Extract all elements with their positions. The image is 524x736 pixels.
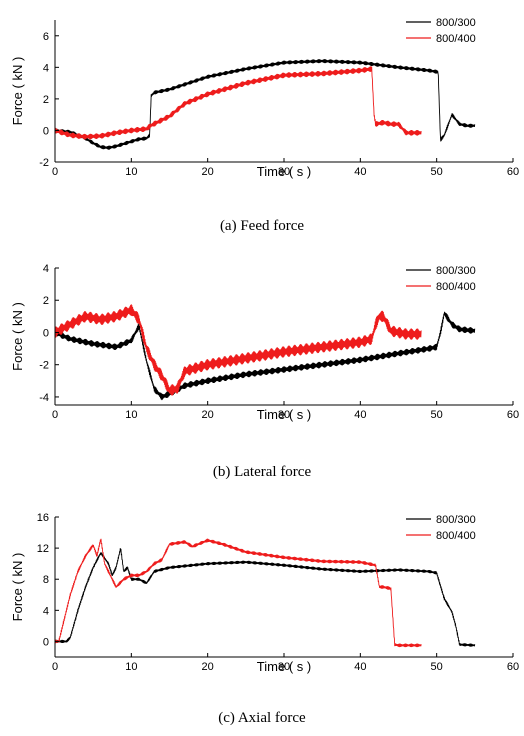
x-axis-label: Time ( s ) <box>257 407 311 422</box>
y-tick-label: 4 <box>43 62 49 74</box>
series-line-800-300 <box>55 548 476 647</box>
x-tick-label: 10 <box>125 409 137 421</box>
legend: 800/300 800/400 <box>406 514 476 542</box>
legend-label: 800/300 <box>436 17 476 29</box>
y-tick-label: -2 <box>39 157 49 169</box>
x-tick-label: 0 <box>52 166 58 178</box>
legend-label: 800/400 <box>436 33 476 45</box>
x-tick-label: 50 <box>431 166 443 178</box>
y-axis-label: Force ( kN ) <box>10 553 25 622</box>
x-tick-label: 20 <box>202 661 214 673</box>
series-group <box>55 59 476 150</box>
figure-caption: (b) Lateral force <box>213 464 312 480</box>
y-tick-label: -4 <box>39 392 49 404</box>
legend-label: 800/300 <box>436 265 476 277</box>
legend-label: 800/300 <box>436 514 476 526</box>
figure-caption: (c) Axial force <box>218 710 306 726</box>
y-tick-label: 2 <box>43 94 49 106</box>
chart-panel-3: 0 10 20 30 40 50 60 0 4 8 12 16 Time ( s ) Force ( kN… <box>10 512 519 726</box>
series-line-800-400 <box>55 304 422 396</box>
x-tick-label: 60 <box>507 166 519 178</box>
series-group <box>55 304 476 401</box>
legend-label: 800/400 <box>436 281 476 293</box>
x-tick-label: 20 <box>202 166 214 178</box>
x-tick-label: 50 <box>431 661 443 673</box>
y-tick-label: 0 <box>43 636 49 648</box>
chart-panel-2: 0 10 20 30 40 50 60 -4 -2 0 2 4 Time ( s ) Force ( kN… <box>10 263 519 480</box>
x-axis-label: Time ( s ) <box>257 164 311 179</box>
y-axis-label: Force ( kN ) <box>10 302 25 371</box>
legend: 800/300 800/400 <box>406 265 476 293</box>
y-tick-label: -2 <box>39 360 49 372</box>
series-line-800-300 <box>55 59 476 150</box>
y-tick-label: 0 <box>43 327 49 339</box>
y-tick-label: 8 <box>43 574 49 586</box>
legend-label: 800/400 <box>436 530 476 542</box>
y-tick-label: 4 <box>43 263 49 275</box>
y-axis-label: Force ( kN ) <box>10 57 25 126</box>
series-line-800-400 <box>55 66 422 140</box>
x-tick-label: 30 <box>278 166 290 178</box>
figure-caption: (a) Feed force <box>220 218 304 234</box>
x-tick-label: 0 <box>52 661 58 673</box>
y-tick-label: 2 <box>43 295 49 307</box>
y-tick-label: 4 <box>43 605 49 617</box>
x-tick-label: 40 <box>354 409 366 421</box>
x-tick-label: 30 <box>278 661 290 673</box>
y-tick-label: 0 <box>43 125 49 137</box>
y-tick-label: 6 <box>43 31 49 43</box>
series-line-800-300 <box>55 311 476 401</box>
series-line-800-400 <box>55 538 422 648</box>
x-tick-label: 40 <box>354 166 366 178</box>
x-tick-label: 20 <box>202 409 214 421</box>
x-tick-label: 10 <box>125 661 137 673</box>
y-tick-label: 16 <box>37 512 49 524</box>
legend: 800/300 800/400 <box>406 17 476 45</box>
x-axis-label: Time ( s ) <box>257 659 311 674</box>
y-tick-label: 12 <box>37 543 49 555</box>
x-tick-label: 40 <box>354 661 366 673</box>
x-tick-label: 0 <box>52 409 58 421</box>
series-group <box>55 538 476 648</box>
x-tick-label: 30 <box>278 409 290 421</box>
x-tick-label: 50 <box>431 409 443 421</box>
x-tick-label: 60 <box>507 661 519 673</box>
x-tick-label: 10 <box>125 166 137 178</box>
x-tick-label: 60 <box>507 409 519 421</box>
